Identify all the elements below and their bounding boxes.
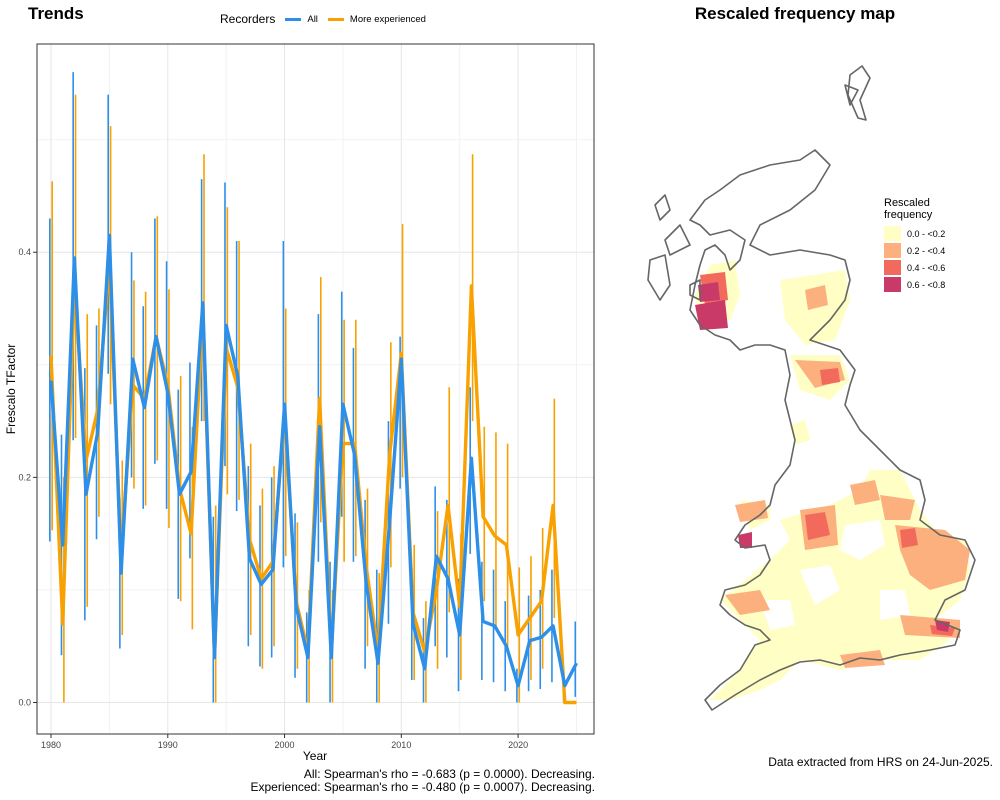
trends-chart: 1980 1990 2000 2010 2020 0.0 0.2 0.4 Year Fresc… — [4, 43, 595, 763]
legend-swatch-experienced — [327, 17, 344, 21]
map-legend: Rescaled frequency 0.0 - <0.2 0.2 - <0.4… — [884, 197, 945, 293]
grid-layer — [37, 44, 594, 734]
x-tick-label: 1980 — [41, 740, 61, 750]
x-axis-label: Year — [303, 749, 327, 763]
legend-label-all: All — [307, 13, 318, 25]
series-line-experienced — [49, 261, 577, 705]
error-bars-layer — [49, 72, 577, 703]
x-tick-label: 2010 — [391, 740, 411, 750]
plot-border — [36, 43, 595, 735]
map-legend-label: 0.4 - <0.6 — [907, 262, 946, 273]
map-outline — [647, 65, 976, 711]
y-tick-label: 0.2 — [18, 472, 31, 482]
legend-label-experienced: More experienced — [349, 13, 426, 25]
series-line-all — [49, 233, 579, 688]
chart-legend: Recorders All More experienced — [220, 12, 426, 26]
x-tick-label: 2020 — [508, 740, 528, 750]
map-legend-swatch — [884, 277, 901, 292]
map-legend-row: 0.2 - <0.4 — [884, 242, 945, 259]
map-legend-label: 0.0 - <0.2 — [907, 228, 946, 239]
map-legend-title-line1: Rescaled — [884, 197, 930, 209]
series-lines-layer — [49, 233, 579, 705]
stat-all: All: Spearman's rho = -0.683 (p = 0.0000… — [303, 767, 595, 781]
x-tick-label: 2000 — [275, 740, 295, 750]
map-legend-row: 0.4 - <0.6 — [884, 259, 945, 276]
legend-swatch-all — [285, 17, 302, 21]
stat-experienced: Experienced: Spearman's rho = -0.480 (p … — [250, 780, 596, 794]
map-legend-label: 0.6 - <0.8 — [907, 279, 946, 290]
ticks-layer: 1980 1990 2000 2010 2020 0.0 0.2 0.4 — [18, 247, 528, 750]
map-cells-top — [695, 282, 950, 632]
map-legend-title-line2: frequency — [884, 209, 933, 221]
map-legend-title: Rescaled frequency — [884, 197, 945, 221]
map-legend-row: 0.0 - <0.2 — [884, 225, 945, 242]
y-tick-label: 0.0 — [18, 697, 31, 707]
map-legend-row: 0.6 - <0.8 — [884, 276, 945, 293]
map-legend-swatch — [884, 243, 901, 258]
trends-title: Trends — [28, 4, 84, 23]
data-extract-note: Data extracted from HRS on 24-Jun-2025. — [768, 755, 993, 769]
x-tick-label: 1990 — [158, 740, 178, 750]
y-axis-label: Frescalo TFactor — [4, 344, 18, 434]
frequency-map — [647, 65, 976, 711]
map-title: Rescaled frequency map — [694, 4, 896, 23]
map-legend-label: 0.2 - <0.4 — [907, 245, 946, 256]
legend-title: Recorders — [220, 12, 276, 26]
y-tick-label: 0.4 — [18, 247, 31, 257]
map-legend-swatch — [884, 260, 901, 275]
map-legend-swatch — [884, 226, 901, 241]
